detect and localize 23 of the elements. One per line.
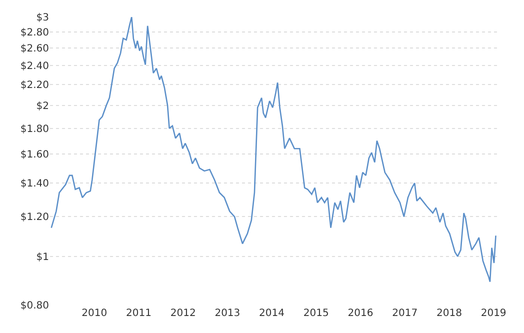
y-tick-label: $1 (36, 252, 49, 263)
x-tick-label: 2010 (82, 308, 108, 319)
line-series (50, 17, 496, 282)
x-tick-label: 2016 (348, 308, 374, 319)
y-tick-label: $2.40 (20, 61, 49, 72)
x-tick-label: 2017 (392, 308, 418, 319)
y-tick-label: $1.60 (20, 149, 49, 160)
y-tick-label: $3 (36, 12, 49, 24)
y-tick-label: $2.60 (20, 44, 49, 55)
y-tick-label: $2 (36, 100, 49, 112)
x-tick-label: 2011 (126, 308, 152, 319)
y-tick-label: $0.80 (20, 300, 49, 312)
x-tick-label: 2019 (480, 308, 506, 319)
y-tick-label: $2.80 (20, 28, 49, 39)
x-tick-label: 2018 (436, 308, 462, 319)
y-tick-label: $1.20 (20, 212, 49, 224)
y-tick-label: $2.20 (20, 80, 49, 92)
x-tick-label: 2012 (170, 308, 196, 319)
x-tick-label: 2014 (259, 308, 285, 319)
x-tick-label: 2015 (303, 308, 329, 319)
y-tick-label: $1.40 (20, 178, 49, 190)
x-tick-label: 2013 (214, 308, 240, 319)
y-tick-label: $1.80 (20, 124, 49, 135)
